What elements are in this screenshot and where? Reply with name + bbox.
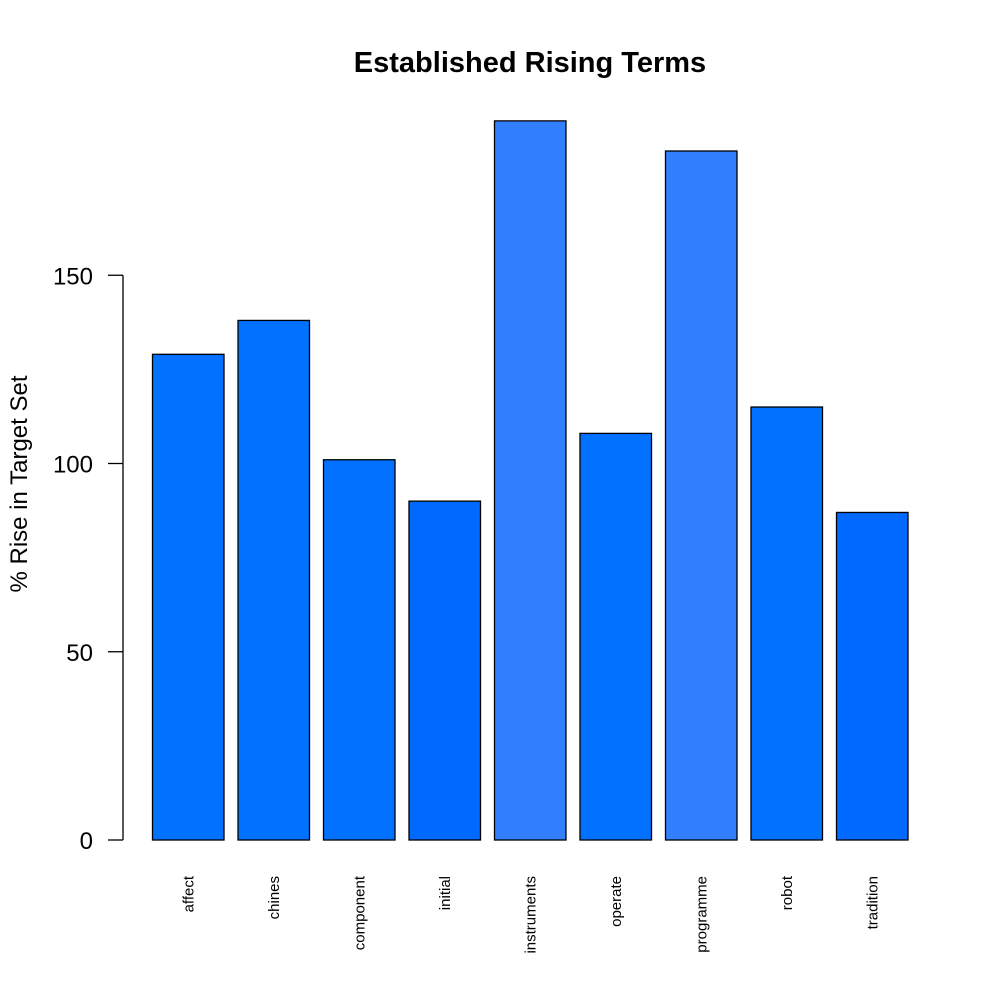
bar-initial: [408, 500, 482, 841]
bar-operate: [579, 432, 653, 841]
x-tick-label-programme: programme: [693, 876, 710, 953]
bar-tradition: [835, 511, 909, 841]
x-tick-label-initial: initial: [437, 876, 454, 910]
bar-robot: [750, 406, 824, 841]
y-axis: 0 50 100 150: [53, 263, 124, 855]
y-tick-label: 0: [80, 828, 93, 855]
x-tick-label-chines: chines: [266, 876, 283, 919]
bar-affect: [151, 353, 225, 841]
bar-series: [151, 120, 909, 841]
y-tick-label: 100: [53, 452, 93, 479]
bar-programme: [664, 150, 738, 841]
x-tick-label-operate: operate: [608, 876, 625, 927]
x-tick-label-affect: affect: [180, 875, 197, 912]
y-tick-label: 150: [53, 263, 93, 290]
x-tick-label-tradition: tradition: [864, 876, 881, 929]
y-tick-label: 50: [66, 640, 93, 667]
chart-title: Established Rising Terms: [354, 47, 706, 79]
x-axis-tick-labels: affect chines component initial instruments o…: [180, 875, 881, 953]
x-tick-label-robot: robot: [779, 875, 796, 910]
y-axis-label: % Rise in Target Set: [6, 375, 33, 592]
x-tick-label-component: component: [351, 875, 368, 950]
x-tick-label-instruments: instruments: [522, 876, 539, 954]
bar-chines: [237, 319, 311, 841]
bar-instruments: [493, 120, 567, 841]
bar-component: [322, 459, 396, 841]
